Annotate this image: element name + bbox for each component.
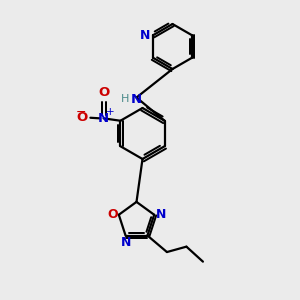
Text: −: −	[76, 106, 86, 119]
Text: N: N	[98, 112, 109, 125]
Text: O: O	[77, 111, 88, 124]
Text: N: N	[155, 208, 166, 221]
Text: N: N	[140, 29, 150, 42]
Text: N: N	[130, 93, 142, 106]
Text: O: O	[107, 208, 118, 221]
Text: O: O	[98, 86, 109, 99]
Text: H: H	[121, 94, 129, 104]
Text: N: N	[121, 236, 131, 248]
Text: +: +	[106, 107, 114, 117]
